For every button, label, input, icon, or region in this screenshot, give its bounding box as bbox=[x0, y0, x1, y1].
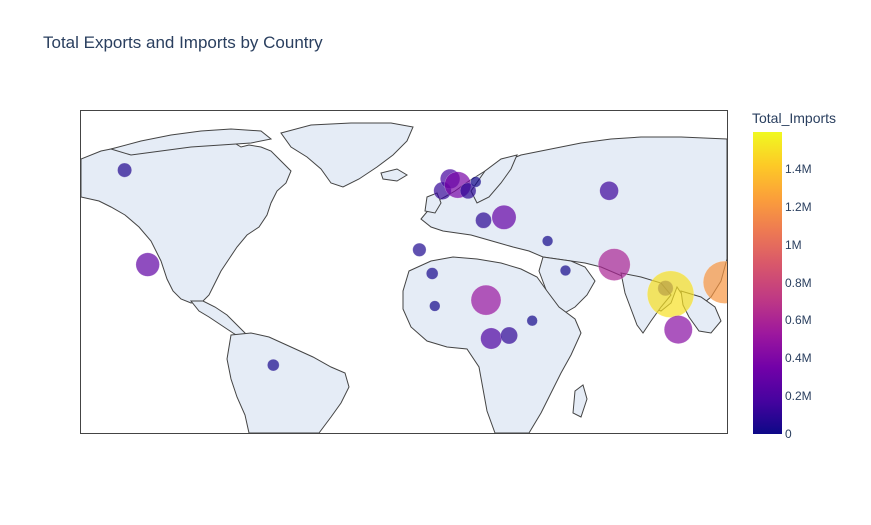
country-bubble[interactable] bbox=[480, 327, 503, 350]
land-iceland bbox=[380, 168, 408, 182]
country-bubble[interactable] bbox=[647, 270, 695, 318]
country-bubble[interactable] bbox=[470, 284, 502, 316]
map-plot-area[interactable] bbox=[80, 110, 728, 434]
colorbar-tick-label: 0 bbox=[785, 427, 792, 441]
colorbar-tick-label: 0.6M bbox=[785, 313, 812, 327]
country-bubble[interactable] bbox=[663, 315, 693, 344]
country-bubble[interactable] bbox=[597, 248, 631, 281]
colorbar-tick-label: 0.8M bbox=[785, 276, 812, 290]
colorbar-title: Total_Imports bbox=[752, 110, 837, 126]
country-bubble[interactable] bbox=[117, 162, 132, 178]
land-greenland bbox=[280, 122, 414, 188]
country-bubble[interactable] bbox=[135, 252, 160, 277]
country-bubble[interactable] bbox=[470, 176, 482, 188]
colorbar-tick-label: 0.4M bbox=[785, 351, 812, 365]
land-madagascar bbox=[572, 384, 588, 418]
country-bubble[interactable] bbox=[542, 235, 554, 247]
colorbar bbox=[753, 132, 782, 434]
country-bubble[interactable] bbox=[412, 242, 427, 257]
country-bubble[interactable] bbox=[267, 358, 280, 372]
colorbar-tick-label: 1.2M bbox=[785, 200, 812, 214]
land-south-america bbox=[226, 332, 350, 433]
country-bubble[interactable] bbox=[500, 326, 518, 345]
country-bubble[interactable] bbox=[526, 315, 538, 327]
land-arctic-islands bbox=[109, 128, 273, 156]
world-map bbox=[81, 111, 727, 433]
country-bubble[interactable] bbox=[459, 182, 477, 200]
chart-title: Total Exports and Imports by Country bbox=[43, 33, 323, 52]
land-scandinavia bbox=[470, 154, 518, 204]
country-bubble[interactable] bbox=[702, 260, 727, 304]
country-bubble[interactable] bbox=[599, 181, 619, 201]
country-bubble[interactable] bbox=[426, 267, 439, 280]
colorbar-tick-label: 1M bbox=[785, 238, 802, 252]
country-bubble[interactable] bbox=[475, 212, 492, 229]
country-bubble[interactable] bbox=[491, 204, 517, 230]
colorbar-tick-label: 1.4M bbox=[785, 162, 812, 176]
bubble-layer bbox=[117, 162, 727, 372]
country-bubble[interactable] bbox=[429, 300, 441, 312]
colorbar-tick-label: 0.2M bbox=[785, 389, 812, 403]
country-bubble[interactable] bbox=[559, 264, 572, 277]
